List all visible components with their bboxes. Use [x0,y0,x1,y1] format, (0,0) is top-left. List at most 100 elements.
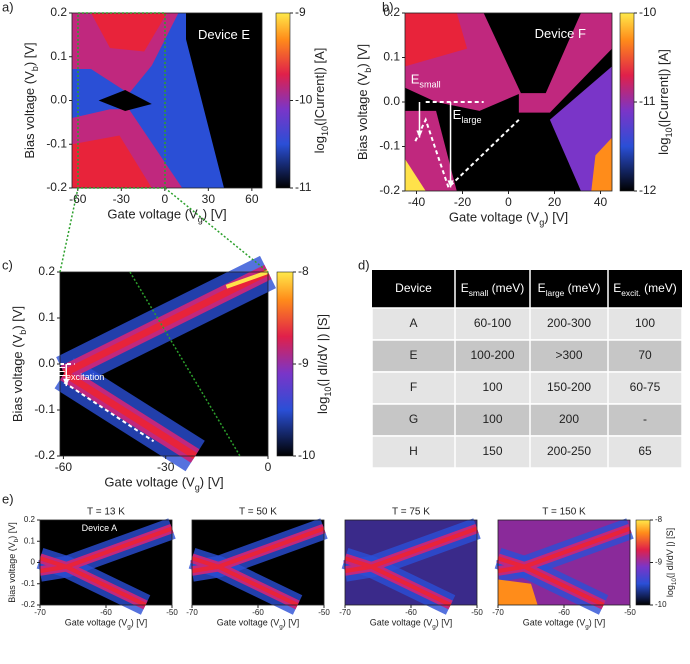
heatmap-panel [54,255,277,472]
table-header: Eexcit. (meV) [613,281,677,298]
table-header: Device [395,281,432,295]
colorbar-label-main: log [313,136,328,153]
y-tick-label: -0.1 [21,579,35,588]
colorbar-tick-label: -10 [298,448,316,462]
table-row-bg [371,403,683,437]
y-axis-label-main: Bias voltage (V [356,72,371,160]
heatmap-panel [72,13,262,188]
colorbar-label-tail: (|Current|) [A] [657,49,672,127]
table-cell: 100-200 [470,348,514,362]
y-axis-label-main: Bias voltage (V [11,334,26,422]
colorbar-tick-label: -11 [639,94,656,108]
x-tick-label: 0 [161,192,168,206]
x-axis-label-tail: ) [V] [589,618,606,628]
x-axis-label: Gate voltage (Vg) [V] [217,618,300,631]
x-axis-label-sub: g [127,624,131,631]
heatmap-region [63,378,70,387]
panel-label: d) [358,257,370,272]
colorbar-label-sub: 10 [671,578,678,586]
x-tick-label: -50 [471,608,483,617]
colorbar-tick-label: -11 [295,180,312,194]
y-tick-label: -0.2 [379,183,400,197]
x-tick-label: -60 [55,460,73,474]
x-axis-label: Gate voltage (Vg) [V] [65,618,148,631]
x-axis-label-tail: ) [V] [131,618,148,628]
table-cell: 60-75 [630,380,661,394]
guide-line [414,117,520,190]
colorbar-label: log10(|Current|) [A] [657,49,675,155]
heatmap-band [62,268,270,377]
colorbar-tick-label: -9 [655,558,663,567]
heatmap-region [405,13,468,67]
x-axis-label-tail: ) [V] [544,210,568,225]
table-cell: 100 [482,412,502,426]
colorbar-label: log10(| dI/dV |) [S] [316,314,334,414]
annotation-main: E [57,365,66,380]
heatmap-region [591,137,612,191]
panel-label: a) [2,0,14,14]
colorbar-tick-label: -10 [295,93,313,107]
annotation: Device F [535,26,586,41]
y-axis-label-sub: b [31,66,41,71]
table-header-main: E [613,281,621,295]
y-axis-label-sub: b [19,330,29,335]
table-row-bg [371,435,683,469]
heatmap-region [72,135,152,188]
heatmap-panel [341,518,481,615]
heatmap-region [498,579,538,605]
heatmap-panel [405,13,612,191]
x-axis-label-main: Gate voltage (V [65,618,128,628]
table-cell: 150 [482,444,502,458]
x-axis-label-sub: g [195,483,200,493]
colorbar-label-main: log [665,585,675,597]
x-tick-label: -30 [157,460,175,474]
colorbar-label-sub: 10 [321,126,331,136]
x-axis-label: Gate voltage (Vg) [V] [523,618,606,631]
table-row-bg [371,371,683,405]
x-tick-label: -30 [113,192,131,206]
table-cell: F [410,380,417,394]
heatmap-band [62,370,198,459]
colorbar [635,519,651,606]
heatmap-region [416,130,423,138]
table-header-main: E [538,281,546,295]
y-tick-label: 0.0 [383,94,400,108]
colorbar-label-sub: 10 [324,387,334,397]
colorbar-tick-label: -9 [295,5,306,19]
colorbar-label-main: log [657,138,672,155]
x-axis-label-tail: ) [V] [200,475,224,490]
x-tick-label: -70 [492,608,504,617]
x-axis-label-sub: g [432,624,436,631]
table-cell: E [409,348,417,362]
y-tick-label: -0.1 [34,402,55,416]
y-tick-label: 0.1 [38,310,55,324]
colorbar [275,12,291,189]
y-tick-label: 0.2 [38,264,55,278]
table-header-main: E [461,281,469,295]
x-axis-label: Gate voltage (Vg) [V] [370,618,453,631]
y-tick-label: 0.1 [24,536,36,545]
x-tick-label: -50 [624,608,636,617]
x-axis-label-main: Gate voltage (V [370,618,433,628]
y-axis-label-main: Bias voltage (V [7,542,17,603]
table-cell: 65 [638,444,652,458]
x-axis-label: Gate voltage (Vg) [V] [449,210,568,228]
colorbar-label-tail: (| dI/dV |) [S] [665,528,675,578]
annotation-sub: small [419,80,440,90]
x-axis-label-sub: g [198,215,203,225]
colorbar-tick-label: -10 [639,5,657,19]
x-axis-label-main: Gate voltage (V [523,618,586,628]
table-header-tail: (meV) [641,281,677,295]
panel-label: b) [382,0,394,14]
colorbar-label: log10(|Current|) [A] [313,48,331,154]
x-tick-label: -70 [34,608,46,617]
table-header: Elarge (meV) [538,281,601,298]
annotation: Elarge [453,108,482,126]
table-header: Esmall (meV) [461,281,525,298]
annotation-sub: large [461,116,481,126]
heatmap-band [191,556,299,607]
heatmap-region [98,90,152,111]
colorbar-label-tail: (|Current|) [A] [313,48,328,126]
